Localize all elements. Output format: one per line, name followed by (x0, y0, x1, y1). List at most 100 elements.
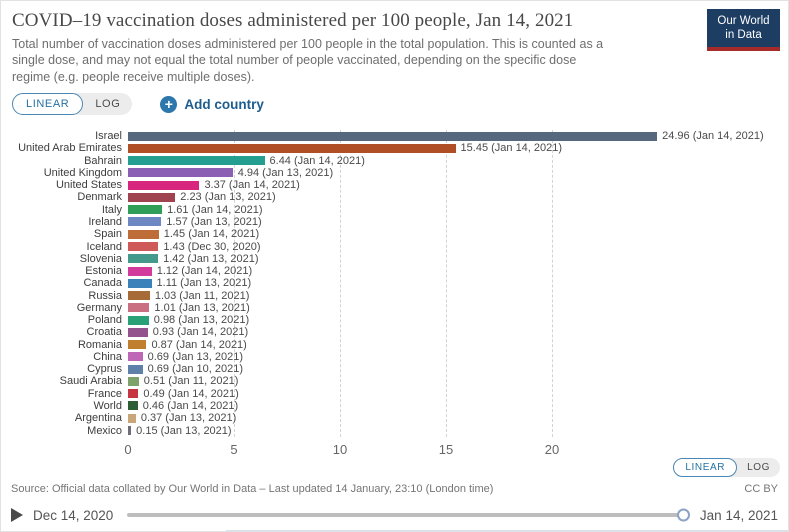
country-label: Ireland (88, 215, 122, 228)
bar[interactable] (128, 168, 233, 178)
bar[interactable] (128, 413, 136, 423)
bar[interactable] (128, 266, 152, 276)
page-title: COVID–19 vaccination doses administered … (12, 10, 574, 31)
linear-button-bottom[interactable]: LINEAR (673, 458, 738, 477)
country-label: United Kingdom (43, 166, 122, 179)
owid-logo-line2: in Data (725, 29, 762, 42)
bar-row: Spain 1.45 (Jan 14, 2021) (1, 228, 788, 241)
value-label: 0.51 (Jan 11, 2021) (143, 375, 239, 388)
bar[interactable] (128, 291, 150, 301)
linear-button-top[interactable]: LINEAR (12, 93, 84, 115)
country-label: Cyprus (87, 363, 122, 376)
bar[interactable] (128, 376, 139, 386)
country-label: United Arab Emirates (18, 142, 122, 155)
bar[interactable] (128, 229, 159, 239)
bar[interactable] (128, 180, 200, 190)
country-label: United States (55, 179, 122, 192)
value-label: 2.23 (Jan 13, 2021) (180, 191, 276, 204)
bar[interactable] (128, 192, 176, 202)
bar-row: Argentina 0.37 (Jan 13, 2021) (1, 412, 788, 425)
timeline-end-date[interactable]: Jan 14, 2021 (699, 507, 778, 523)
bar-row: Romania 0.87 (Jan 14, 2021) (1, 338, 788, 351)
value-label: 1.42 (Jan 13, 2021) (163, 252, 259, 265)
value-label: 0.37 (Jan 13, 2021) (140, 412, 237, 425)
bar[interactable] (128, 364, 143, 374)
country-label: Estonia (85, 265, 122, 278)
log-button-bottom[interactable]: LOG (737, 459, 780, 476)
owid-logo-line1: Our World (717, 15, 770, 27)
plus-icon: + (160, 95, 178, 113)
country-label: Russia (88, 289, 122, 302)
timeline: Dec 14, 2020 Jan 14, 2021 (11, 502, 778, 528)
country-label: China (93, 350, 122, 363)
value-label: 0.87 (Jan 14, 2021) (151, 338, 247, 351)
bar-row: Iceland 1.43 (Dec 30, 2020) (1, 240, 788, 253)
country-label: Israel (95, 130, 122, 143)
value-label: 1.12 (Jan 14, 2021) (156, 265, 253, 278)
bar[interactable] (128, 389, 139, 399)
play-icon[interactable] (11, 508, 23, 522)
value-label: 0.98 (Jan 13, 2021) (153, 314, 250, 327)
value-label: 1.03 (Jan 11, 2021) (154, 289, 250, 302)
bar[interactable] (128, 352, 143, 362)
bar[interactable] (128, 217, 162, 227)
bar-row: Denmark 2.23 (Jan 13, 2021) (1, 191, 788, 204)
bar[interactable] (128, 131, 658, 141)
timeline-track[interactable] (127, 508, 690, 522)
value-label: 0.49 (Jan 14, 2021) (143, 387, 239, 400)
bar[interactable] (128, 327, 148, 337)
x-tick-label: 20 (544, 442, 560, 457)
country-label: Slovenia (79, 252, 122, 265)
bar[interactable] (128, 205, 163, 215)
x-tick-label: 5 (230, 442, 238, 457)
value-label: 0.69 (Jan 13, 2021) (147, 350, 244, 363)
bar-row: United States 3.37 (Jan 14, 2021) (1, 179, 788, 192)
bar[interactable] (128, 242, 159, 252)
value-label: 0.93 (Jan 14, 2021) (152, 326, 249, 339)
bar-row: United Kingdom 4.94 (Jan 13, 2021) (1, 166, 788, 179)
bar-row: United Arab Emirates 15.45 (Jan 14, 2021) (1, 142, 788, 155)
bar[interactable] (128, 401, 138, 411)
bottom-divider (226, 530, 788, 531)
bar[interactable] (128, 303, 150, 313)
bar[interactable] (128, 340, 147, 350)
bar-row: Croatia 0.93 (Jan 14, 2021) (1, 326, 788, 339)
country-label: Saudi Arabia (59, 375, 122, 388)
scale-toggle-top: LINEAR LOG (12, 93, 133, 115)
value-label: 1.11 (Jan 13, 2021) (156, 277, 252, 290)
country-label: France (87, 387, 122, 400)
owid-logo[interactable]: Our World in Data (707, 9, 780, 51)
bar-row: Cyprus 0.69 (Jan 10, 2021) (1, 363, 788, 376)
value-label: 24.96 (Jan 14, 2021) (662, 130, 764, 143)
scale-toggle-bottom: LINEAR LOG (673, 457, 780, 477)
chart-subtitle: Total number of vaccination doses admini… (12, 37, 604, 84)
timeline-handle[interactable] (676, 508, 690, 522)
value-label: 1.43 (Dec 30, 2020) (163, 240, 261, 253)
add-country-button[interactable]: + Add country (160, 95, 264, 113)
bar-row: Canada 1.11 (Jan 13, 2021) (1, 277, 788, 290)
add-country-label: Add country (184, 96, 264, 112)
country-label: Spain (93, 228, 122, 241)
value-label: 3.37 (Jan 14, 2021) (204, 179, 300, 192)
timeline-start-date[interactable]: Dec 14, 2020 (33, 507, 114, 523)
bar[interactable] (128, 143, 456, 153)
license-text[interactable]: CC BY (744, 483, 778, 495)
bar-row: France 0.49 (Jan 14, 2021) (1, 387, 788, 400)
country-label: World (93, 399, 122, 412)
log-button-top[interactable]: LOG (83, 94, 132, 114)
bar[interactable] (128, 426, 132, 435)
country-label: Argentina (74, 412, 122, 425)
bar-chart: Israel 24.96 (Jan 14, 2021) United Arab Em… (1, 130, 788, 461)
bar[interactable] (128, 254, 159, 264)
gridline (552, 130, 553, 437)
bar-row: China 0.69 (Jan 13, 2021) (1, 350, 788, 363)
bar[interactable] (128, 156, 265, 166)
bar[interactable] (128, 278, 152, 288)
bar[interactable] (128, 315, 149, 325)
value-label: 1.45 (Jan 14, 2021) (163, 228, 260, 241)
country-label: Romania (77, 338, 122, 351)
bar-row: Estonia 1.12 (Jan 14, 2021) (1, 265, 788, 278)
value-label: 0.15 (Jan 13, 2021) (136, 424, 232, 437)
bar-row: Israel 24.96 (Jan 14, 2021) (1, 130, 788, 143)
